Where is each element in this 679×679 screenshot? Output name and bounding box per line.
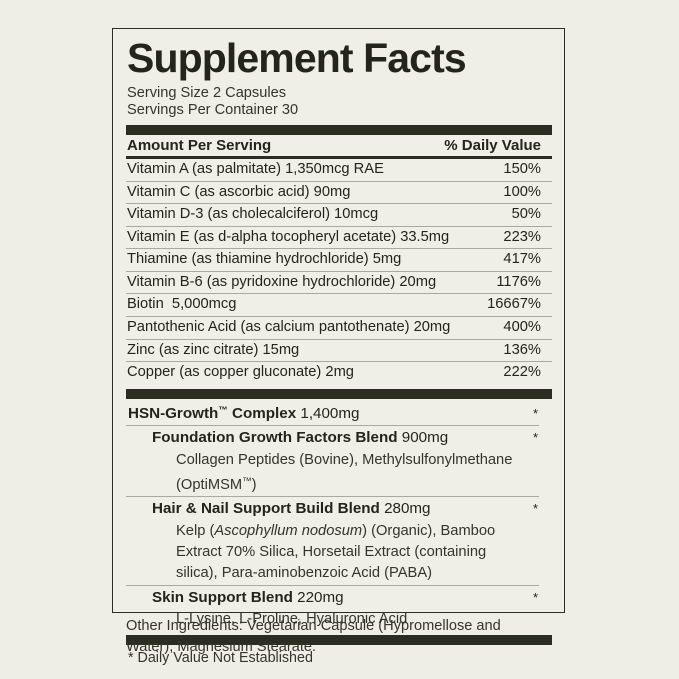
- blend-amount: 280mg: [384, 500, 431, 518]
- blend-row: Hair & Nail Support Build Blend 280mg *: [126, 497, 552, 521]
- ingredients-prefix: Kelp (: [176, 522, 215, 539]
- row-divider: [126, 270, 552, 272]
- footnote: * Daily Value Not Established: [128, 649, 313, 666]
- blend-dv-asterisk: *: [532, 589, 538, 605]
- row-divider: [126, 361, 552, 363]
- blend-name: Hair & Nail Support Build Blend: [152, 500, 380, 518]
- ingredients-line: (OptiMSM™): [176, 471, 530, 496]
- row-divider: [126, 293, 552, 295]
- other-ingredients: Other Ingredients: Vegetarian Capsule (H…: [126, 618, 501, 655]
- table-row: Vitamin A (as palmitate) 1,350mcg RAE 15…: [126, 159, 552, 181]
- table-row: Vitamin C (as ascorbic acid) 90mg 100%: [126, 182, 552, 204]
- page-title: Supplement Facts: [127, 35, 467, 81]
- table-header-row: Amount Per Serving % Daily Value: [126, 135, 552, 156]
- complex-name: HSN-Growth: [128, 404, 219, 422]
- divider-thick-mid: [126, 388, 552, 399]
- nutrient-name: Vitamin D-3 (as cholecalciferol) 10mcg: [127, 206, 379, 223]
- blend-amount: 220mg: [297, 588, 344, 606]
- row-divider: [126, 180, 552, 182]
- nutrient-name: Vitamin B-6 (as pyridoxine hydrochloride…: [127, 273, 437, 290]
- serving-size: Serving Size 2 Capsules: [127, 85, 286, 101]
- nutrient-name: Zinc (as zinc citrate) 15mg: [127, 341, 300, 358]
- table-row: Copper (as copper gluconate) 2mg 222%: [126, 362, 552, 384]
- ingredients-line: Collagen Peptides (Bovine), Methylsulfon…: [176, 451, 513, 468]
- botanical-name: Ascophyllum nodosum: [214, 522, 363, 539]
- divider-thick-top: [126, 124, 552, 135]
- row-divider: [126, 248, 552, 250]
- blend-name: Foundation Growth Factors Blend: [152, 429, 398, 447]
- ingredients-suffix: ) (Organic), Bamboo Extract 70% Silica, …: [176, 522, 496, 582]
- blend-ingredients: L-Lysine, L-Proline, Hyaluronic Acid: [176, 611, 408, 628]
- nutrient-name: Biotin 5,000mcg: [127, 296, 237, 313]
- divider-under-header: [126, 155, 552, 159]
- nutrient-dv: 400%: [503, 319, 541, 336]
- trademark-icon: ™: [242, 476, 252, 488]
- nutrient-name: Pantothenic Acid (as calcium pantothenat…: [127, 319, 451, 336]
- nutrient-dv: 16667%: [487, 296, 541, 313]
- row-divider: [126, 338, 552, 340]
- nutrient-dv: 100%: [503, 183, 541, 200]
- table-row: Pantothenic Acid (as calcium pantothenat…: [126, 317, 552, 339]
- optimsm-close: ): [251, 477, 257, 494]
- blend-ingredients: Kelp (Ascophyllum nodosum) (Organic), Ba…: [126, 521, 552, 585]
- blend-row: Skin Support Blend 220mg *: [126, 586, 552, 610]
- nutrient-dv: 136%: [503, 341, 541, 358]
- proprietary-complex-row: HSN-Growth™ Complex 1,400mg *: [126, 399, 552, 425]
- blend-divider: [126, 584, 539, 586]
- row-divider: [126, 225, 552, 227]
- row-divider: [126, 203, 552, 205]
- table-row: Biotin 5,000mcg 16667%: [126, 294, 552, 316]
- nutrient-name: Thiamine (as thiamine hydrochloride) 5mg: [127, 251, 402, 268]
- blend-ingredients: Collagen Peptides (Bovine), Methylsulfon…: [126, 450, 552, 497]
- serving-info: Serving Size 2 Capsules Servings Per Con…: [126, 79, 552, 120]
- blend-divider: [126, 425, 539, 427]
- nutrient-dv: 223%: [503, 228, 541, 245]
- table-row: Vitamin E (as d-alpha tocopheryl acetate…: [126, 227, 552, 249]
- servings-per-container: Servings Per Container 30: [127, 102, 299, 119]
- table-row: Zinc (as zinc citrate) 15mg 136%: [126, 340, 552, 362]
- blend-row: Foundation Growth Factors Blend 900mg *: [126, 426, 552, 450]
- nutrient-dv: 222%: [503, 364, 541, 381]
- blend-dv-asterisk: *: [532, 501, 538, 517]
- row-divider: [126, 316, 552, 318]
- nutrient-name: Vitamin C (as ascorbic acid) 90mg: [127, 183, 351, 200]
- complex-amount: 1,400mg: [300, 404, 360, 422]
- nutrient-dv: 1176%: [496, 273, 541, 290]
- label-panel: Supplement Facts Serving Size 2 Capsules…: [112, 28, 565, 666]
- blend-name: Skin Support Blend: [152, 588, 293, 606]
- optimsm-text: (OptiMSM: [176, 477, 243, 494]
- nutrient-dv: 150%: [503, 160, 541, 177]
- table-row: Thiamine (as thiamine hydrochloride) 5mg…: [126, 249, 552, 271]
- table-row: Vitamin D-3 (as cholecalciferol) 10mcg 5…: [126, 204, 552, 226]
- table-row: Vitamin B-6 (as pyridoxine hydrochloride…: [126, 272, 552, 294]
- complex-dv-asterisk: *: [532, 405, 538, 421]
- trademark-icon: ™: [218, 404, 228, 416]
- nutrient-name: Copper (as copper gluconate) 2mg: [127, 364, 354, 381]
- nutrient-name: Vitamin E (as d-alpha tocopheryl acetate…: [127, 228, 450, 245]
- divider-thick-bottom: [126, 634, 552, 645]
- complex-name-suffix: Complex: [227, 404, 297, 422]
- blend-amount: 900mg: [401, 429, 449, 447]
- blend-dv-asterisk: *: [532, 430, 538, 446]
- daily-value-header: % Daily Value: [444, 136, 541, 154]
- amount-per-serving-header: Amount Per Serving: [127, 136, 272, 154]
- blend-divider: [126, 496, 539, 498]
- nutrient-name: Vitamin A (as palmitate) 1,350mcg RAE: [127, 160, 384, 177]
- nutrient-dv: 50%: [511, 206, 541, 223]
- nutrient-dv: 417%: [503, 251, 541, 268]
